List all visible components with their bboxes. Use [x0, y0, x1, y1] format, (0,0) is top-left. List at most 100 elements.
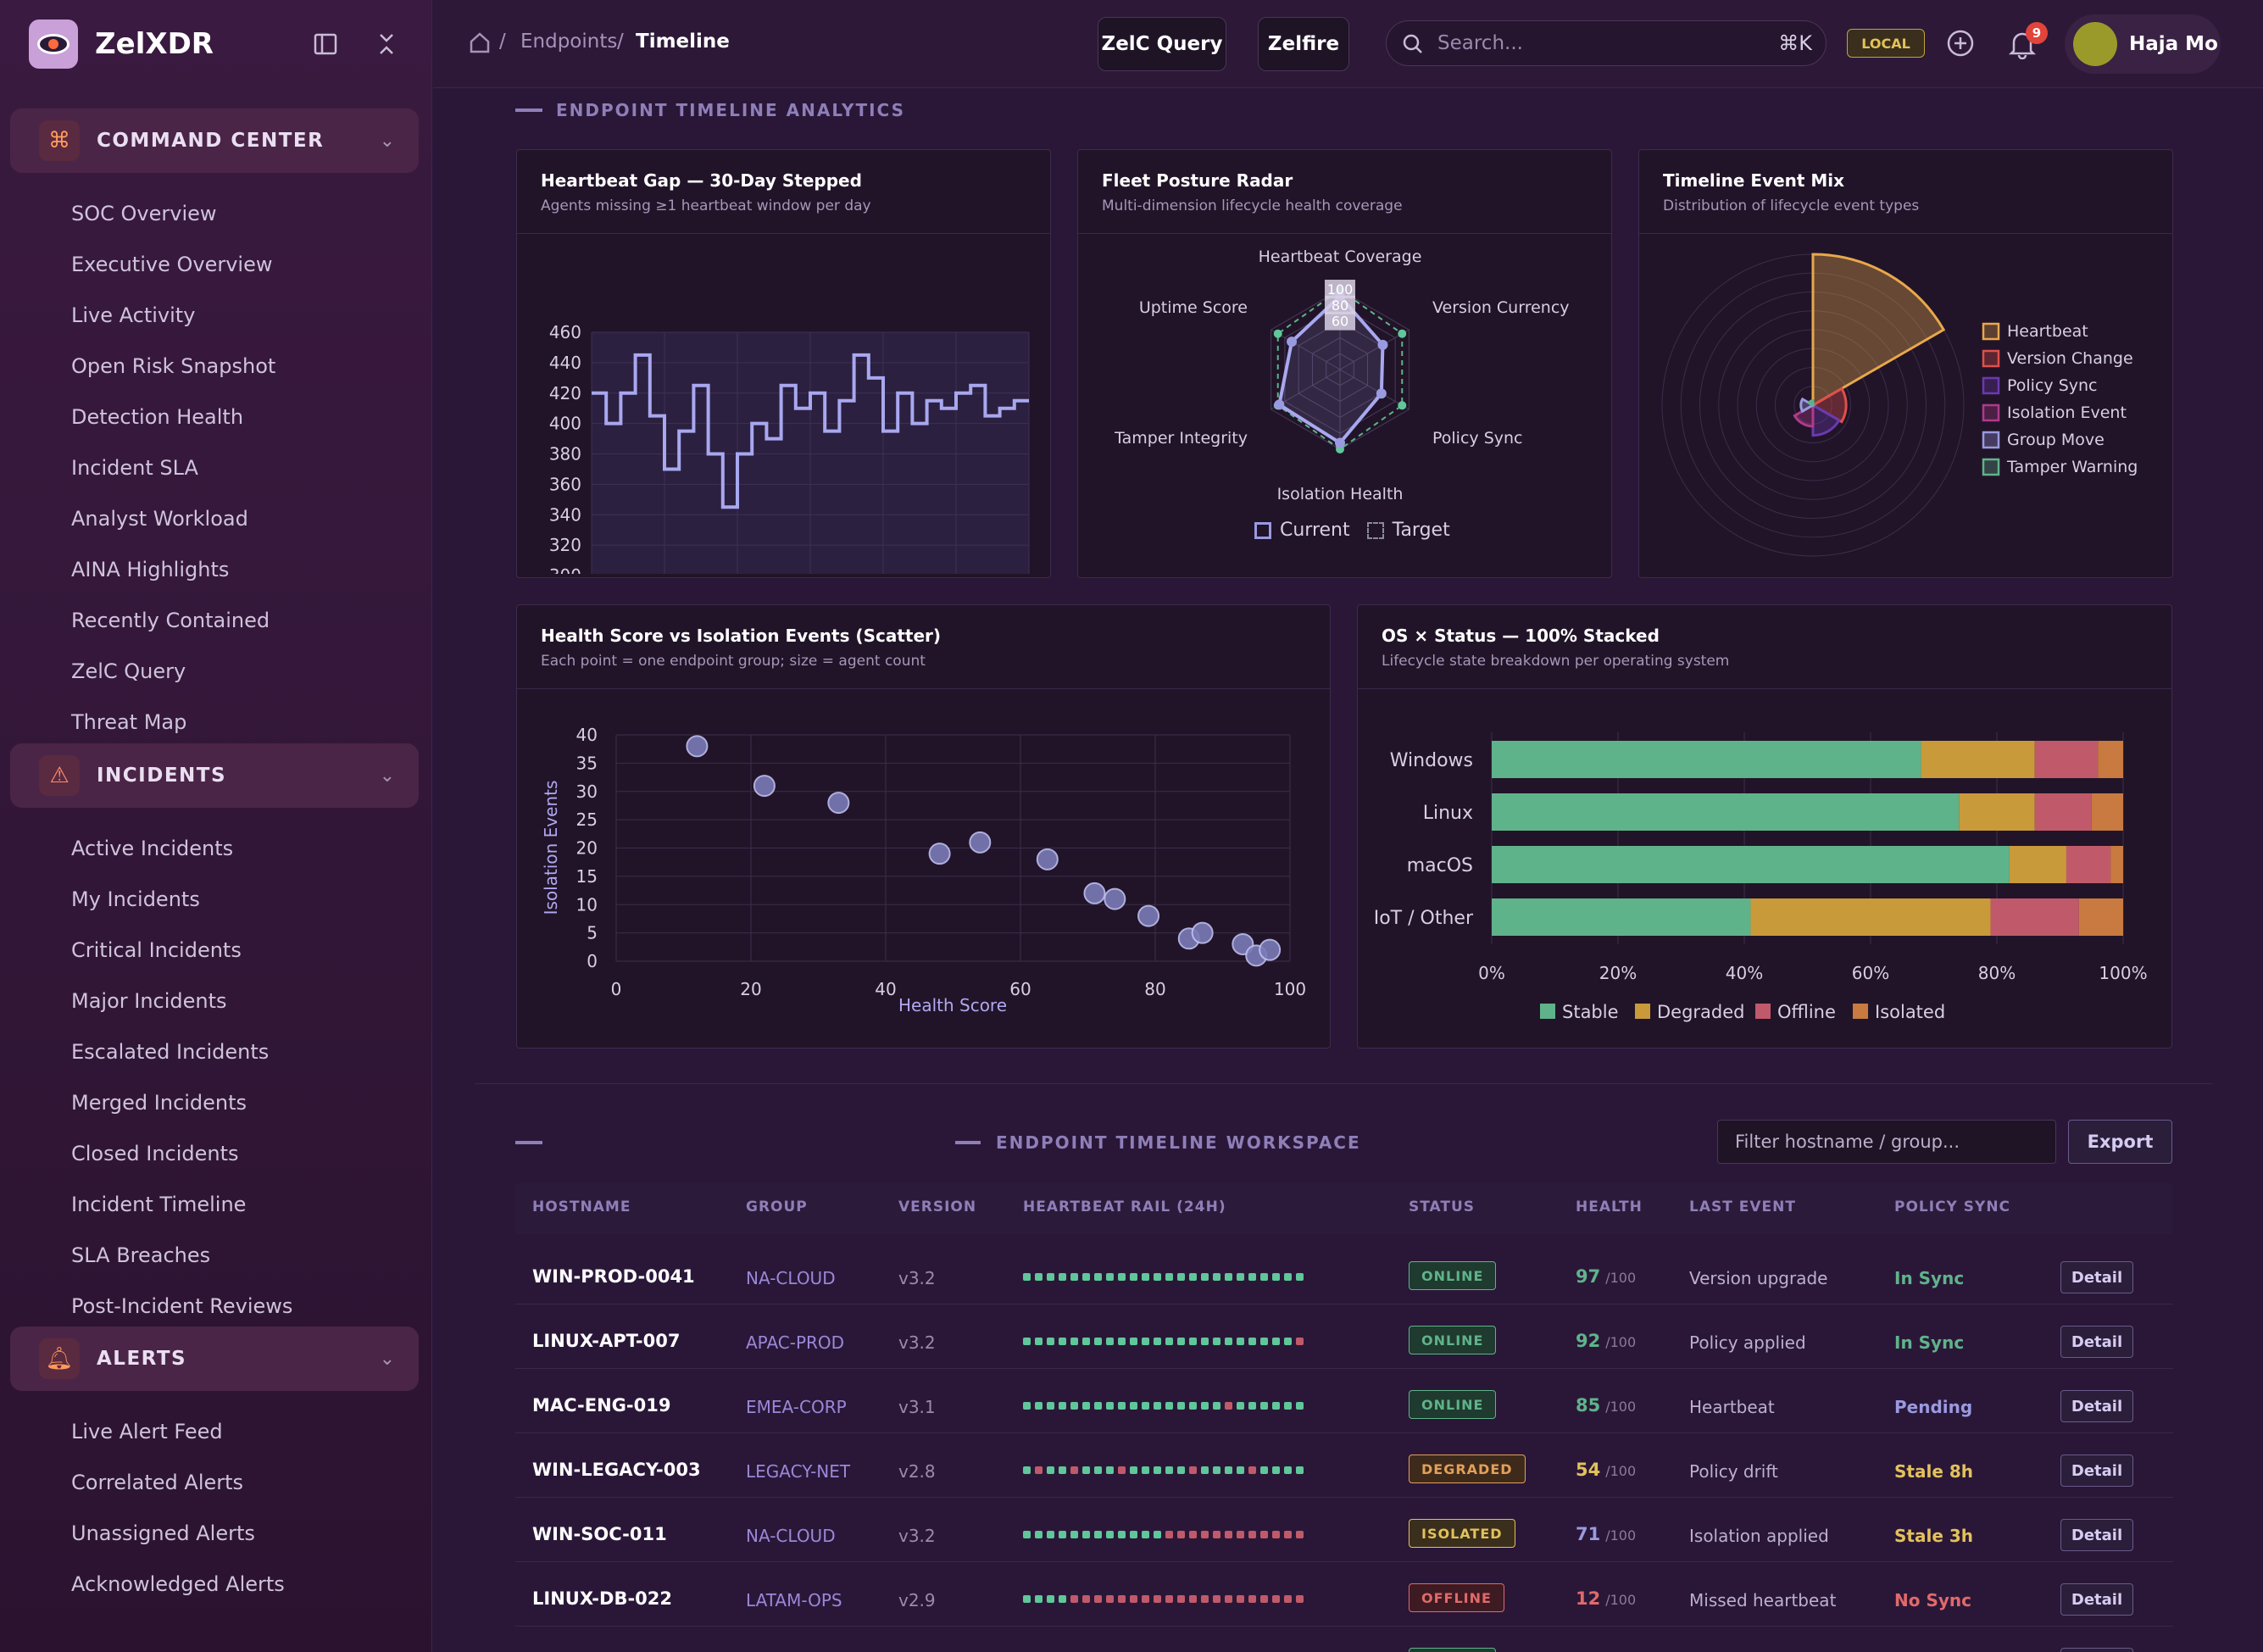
rail-cell: [1047, 1402, 1054, 1410]
rail-cell: [1165, 1273, 1173, 1281]
sidebar-item[interactable]: Major Incidents: [71, 989, 227, 1013]
legend-label: Policy Sync: [2007, 376, 2098, 395]
col-health[interactable]: HEALTH: [1576, 1199, 1643, 1215]
row-version: v2.9: [898, 1590, 936, 1610]
row-group: APAC-PROD: [746, 1332, 845, 1353]
x-tick-label: 20: [740, 979, 761, 999]
sidebar-item[interactable]: AINA Highlights: [71, 558, 230, 581]
detail-button[interactable]: Detail: [2060, 1390, 2133, 1422]
scatter-point: [827, 792, 850, 815]
sidebar-item[interactable]: Escalated Incidents: [71, 1040, 270, 1064]
radar-axis-label: Tamper Integrity: [1114, 429, 1248, 448]
stacked-bar-segment: [2091, 793, 2123, 831]
sidebar-item[interactable]: Detection Health: [71, 405, 244, 429]
row-divider: [515, 1497, 2173, 1498]
x-tick-label: 80: [1144, 979, 1165, 999]
row-health: 97/100: [1576, 1266, 1636, 1287]
y-tick-label: 25: [576, 809, 598, 830]
row-policy-sync: In Sync: [1894, 1332, 1965, 1353]
sidebar-toggle-icon[interactable]: [310, 29, 341, 59]
col-status[interactable]: STATUS: [1409, 1199, 1476, 1215]
legend-swatch: [1540, 1004, 1555, 1019]
section-dash: [515, 108, 542, 112]
radar-tick-bg: [1325, 280, 1355, 298]
sidebar-item[interactable]: SLA Breaches: [71, 1243, 211, 1267]
sidebar-item[interactable]: Merged Incidents: [71, 1091, 247, 1115]
detail-button[interactable]: Detail: [2060, 1326, 2133, 1358]
sidebar-item[interactable]: Recently Contained: [71, 609, 270, 632]
section-incidents[interactable]: ⚠ INCIDENTS ⌄: [10, 743, 419, 808]
sidebar-item[interactable]: Incident SLA: [71, 456, 198, 480]
detail-button[interactable]: Detail: [2060, 1648, 2133, 1652]
collapse-icon[interactable]: [371, 29, 402, 59]
rail-cell: [1260, 1402, 1268, 1410]
sidebar-item[interactable]: SOC Overview: [71, 202, 217, 225]
sidebar-item[interactable]: Executive Overview: [71, 253, 273, 276]
col-group[interactable]: GROUP: [746, 1199, 808, 1215]
detail-button[interactable]: Detail: [2060, 1583, 2133, 1616]
sidebar-item[interactable]: Unassigned Alerts: [71, 1521, 255, 1545]
rail-cell: [1023, 1273, 1031, 1281]
add-icon[interactable]: [1946, 29, 1975, 61]
sidebar-item[interactable]: My Incidents: [71, 887, 200, 911]
sidebar-item[interactable]: Closed Incidents: [71, 1142, 239, 1165]
detail-button[interactable]: Detail: [2060, 1519, 2133, 1551]
zelc-query-button[interactable]: ZelC Query: [1098, 17, 1226, 71]
legend-label: Version Change: [2007, 349, 2133, 368]
detail-button[interactable]: Detail: [2060, 1261, 2133, 1293]
sidebar: ZelXDR ⌘ COMMAND CENTER ⌄ SOC Overview Ex…: [0, 0, 432, 1652]
rail-cell: [1094, 1466, 1102, 1474]
col-last-event[interactable]: LAST EVENT: [1689, 1199, 1796, 1215]
rail-cell: [1213, 1402, 1220, 1410]
breadcrumb-endpoints[interactable]: Endpoints: [520, 31, 618, 53]
export-button[interactable]: Export: [2068, 1120, 2172, 1164]
col-heartbeat-rail[interactable]: HEARTBEAT RAIL (24H): [1023, 1199, 1226, 1215]
rail-cell: [1225, 1273, 1232, 1281]
rail-cell: [1165, 1402, 1173, 1410]
sidebar-item[interactable]: Correlated Alerts: [71, 1471, 244, 1494]
home-icon[interactable]: [469, 31, 491, 58]
col-hostname[interactable]: HOSTNAME: [532, 1199, 631, 1215]
sidebar-item[interactable]: Critical Incidents: [71, 938, 242, 962]
section-alerts[interactable]: 🔔︎ ALERTS ⌄: [10, 1327, 419, 1391]
search-input[interactable]: Search... ⌘K: [1386, 20, 1827, 66]
sidebar-item[interactable]: Live Activity: [71, 303, 196, 327]
polar-slice: [1810, 387, 1848, 424]
radar-current-point: [1287, 337, 1298, 348]
sidebar-item[interactable]: Incident Timeline: [71, 1193, 247, 1216]
rail-cell: [1094, 1531, 1102, 1538]
sidebar-item[interactable]: Analyst Workload: [71, 507, 248, 531]
rail-cell: [1094, 1402, 1102, 1410]
radar-tick-label: 100: [1327, 281, 1354, 298]
rail-cell: [1165, 1531, 1173, 1538]
rail-cell: [1189, 1338, 1197, 1345]
filter-input[interactable]: Filter hostname / group...: [1717, 1120, 2056, 1164]
legend-label: Heartbeat: [2007, 322, 2088, 341]
rail-cell: [1248, 1273, 1256, 1281]
section-command-center[interactable]: ⌘ COMMAND CENTER ⌄: [10, 108, 419, 173]
scatter-point: [928, 843, 951, 865]
notification-bell-icon[interactable]: [2008, 29, 2037, 63]
sidebar-item[interactable]: Live Alert Feed: [71, 1420, 223, 1443]
col-version[interactable]: VERSION: [898, 1199, 977, 1215]
detail-button[interactable]: Detail: [2060, 1455, 2133, 1487]
sidebar-item[interactable]: Acknowledged Alerts: [71, 1572, 285, 1596]
stacked-bar-segment: [2034, 793, 2092, 831]
sidebar-item[interactable]: Active Incidents: [71, 837, 234, 860]
brand[interactable]: ZelXDR: [29, 17, 214, 71]
row-group: EMEA-CORP: [746, 1397, 847, 1417]
sidebar-item[interactable]: Threat Map: [71, 710, 187, 734]
zelfire-button[interactable]: Zelfire: [1258, 17, 1349, 71]
sidebar-item[interactable]: Open Risk Snapshot: [71, 354, 276, 378]
col-policy-sync[interactable]: POLICY SYNC: [1894, 1199, 2011, 1215]
health-max: /100: [1605, 1399, 1637, 1415]
rail-cell: [1177, 1595, 1185, 1603]
rail-cell: [1059, 1338, 1066, 1345]
y-axis-label: Isolation Events: [541, 781, 561, 915]
user-menu[interactable]: Haja Mo: [2065, 14, 2221, 74]
legend-swatch: [1755, 1004, 1771, 1019]
rail-cell: [1177, 1402, 1185, 1410]
sidebar-item[interactable]: Post-Incident Reviews: [71, 1294, 293, 1318]
sidebar-item[interactable]: ZelC Query: [71, 659, 186, 683]
rail-cell: [1106, 1531, 1114, 1538]
